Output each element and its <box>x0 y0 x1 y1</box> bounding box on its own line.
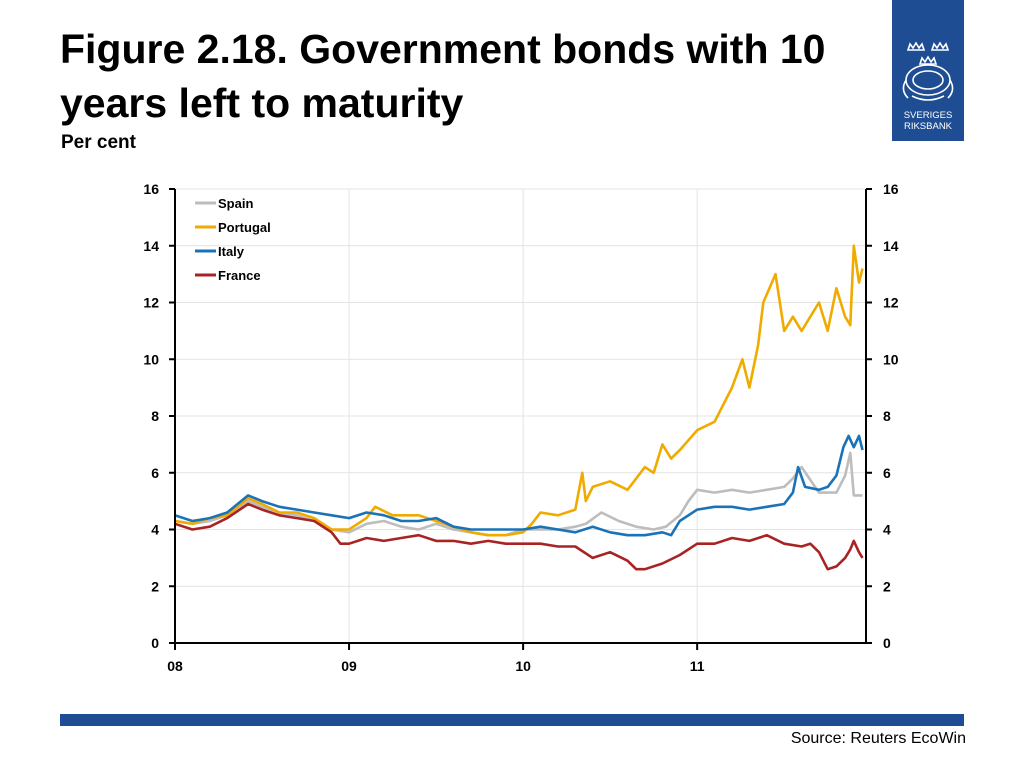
x-tick-label: 09 <box>341 658 357 674</box>
y-tick-label-right: 14 <box>883 238 899 254</box>
y-tick-label-right: 12 <box>883 295 899 311</box>
series-lines <box>174 244 864 571</box>
page-title: Figure 2.18. Government bonds with 10 ye… <box>60 26 826 126</box>
grid <box>174 188 866 644</box>
x-tick-label: 08 <box>167 658 183 674</box>
y-tick-label-left: 0 <box>151 635 159 651</box>
logo-line-1: SVERIGES <box>903 110 953 121</box>
y-tick-label-left: 6 <box>151 465 159 481</box>
y-tick-label-left: 8 <box>151 408 159 424</box>
logo-wordmark: SVERIGES RIKSBANK <box>892 110 964 132</box>
axes: 0 0 2 2 4 4 6 6 8 8 10 10 12 12 14 14 16 16 08 09 10 11 <box>143 181 898 674</box>
y-tick-label-right: 8 <box>883 408 891 424</box>
x-tick-label: 10 <box>515 658 531 674</box>
y-tick-label-left: 10 <box>143 351 159 367</box>
riksbank-crest-icon <box>902 41 954 101</box>
legend-label-italy: Italy <box>218 244 245 259</box>
y-tick-label-right: 10 <box>883 351 899 367</box>
logo-line-2: RIKSBANK <box>903 121 953 132</box>
y-tick-label-left: 4 <box>151 522 159 538</box>
x-tick-label: 11 <box>690 658 705 674</box>
footer-bar <box>60 714 964 726</box>
legend: Spain Portugal Italy France <box>195 196 271 283</box>
series-line-portugal <box>174 244 864 537</box>
y-tick-label-left: 14 <box>143 238 159 254</box>
y-tick-label-right: 0 <box>883 635 891 651</box>
series-line-france <box>174 502 864 571</box>
y-tick-label-right: 4 <box>883 522 891 538</box>
y-tick-label-right: 6 <box>883 465 891 481</box>
legend-label-spain: Spain <box>218 196 253 211</box>
y-tick-label-right: 16 <box>883 181 899 197</box>
y-tick-label-left: 12 <box>143 295 159 311</box>
y-tick-label-right: 2 <box>883 578 891 594</box>
y-tick-label-left: 16 <box>143 181 159 197</box>
series-line-italy <box>174 434 864 537</box>
legend-label-france: France <box>218 268 261 283</box>
legend-label-portugal: Portugal <box>218 220 271 235</box>
line-chart: 0 0 2 2 4 4 6 6 8 8 10 10 12 12 14 14 16 16 08 09 10 11 Spain… <box>143 181 898 674</box>
riksbank-logo: SVERIGES RIKSBANK <box>892 0 964 141</box>
series-line-spain <box>174 451 863 537</box>
y-tick-label-left: 2 <box>151 578 159 594</box>
source-note: Source: Reuters EcoWin <box>790 730 966 747</box>
unit-subtitle: Per cent <box>61 132 136 153</box>
